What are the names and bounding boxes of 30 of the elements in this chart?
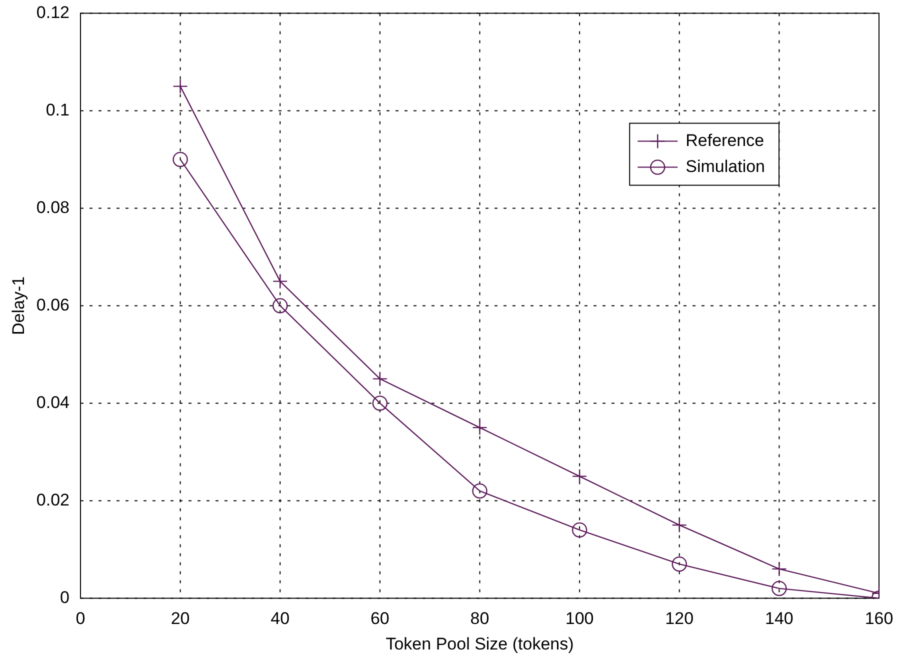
x-tick-label: 140 [765, 609, 794, 628]
point [572, 468, 588, 484]
y-tick-label: 0.1 [46, 100, 70, 120]
point [572, 522, 588, 538]
y-tick-label: 0.02 [36, 490, 70, 510]
x-tick-label: 40 [270, 609, 290, 628]
x-tick-label: 120 [665, 609, 694, 628]
point [772, 580, 787, 596]
x-tick-label: 20 [170, 609, 190, 628]
x-tick-label: 60 [370, 609, 390, 628]
point [472, 483, 488, 499]
legend-label: Simulation [686, 156, 766, 176]
y-tick-label: 0.04 [36, 392, 70, 412]
x-axis-title: Token Pool Size (tokens) [386, 634, 574, 654]
x-tick-label: 160 [864, 609, 894, 628]
y-tick-label: 0.08 [36, 198, 70, 217]
point [172, 78, 188, 94]
x-tick-label: 0 [76, 609, 86, 628]
point [672, 556, 687, 572]
x-tick-label: 100 [565, 609, 594, 628]
y-tick-label: 0.12 [36, 2, 70, 22]
y-tick-label: 0.06 [36, 295, 70, 314]
y-tick-label: 0 [60, 588, 70, 607]
point [372, 396, 388, 411]
point [272, 298, 288, 314]
y-axis-title: Delay-1 [8, 276, 28, 335]
legend-label: Reference [686, 130, 764, 150]
point [172, 152, 188, 168]
x-tick-label: 80 [470, 609, 490, 628]
point [372, 371, 388, 386]
